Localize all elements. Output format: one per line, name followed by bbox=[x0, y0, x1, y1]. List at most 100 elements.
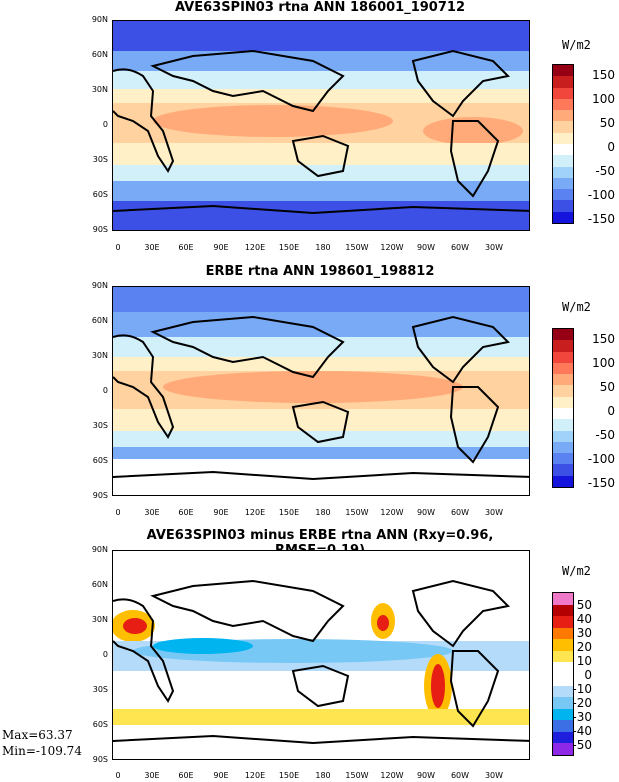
colorbar-swatch bbox=[553, 407, 573, 420]
colorbar-swatch bbox=[553, 441, 573, 454]
colorbar-swatch bbox=[553, 639, 573, 651]
p3-lon-60e: 60E bbox=[178, 771, 194, 780]
colorbar-swatch bbox=[553, 708, 573, 721]
colorbar-swatch bbox=[553, 419, 573, 431]
p2-lat-0: 0 bbox=[102, 386, 108, 395]
p2-lon-180: 180 bbox=[315, 508, 331, 517]
colorbar-swatch bbox=[553, 616, 573, 628]
p2-lat-60n: 60N bbox=[91, 316, 108, 325]
colorbar-swatch bbox=[553, 464, 573, 476]
p2-lon-90e: 90E bbox=[213, 508, 229, 517]
p1-lon-120w: 120W bbox=[380, 243, 404, 252]
p3-cb-label: -40 bbox=[572, 724, 592, 738]
p1-cb-label: -50 bbox=[595, 164, 615, 178]
p2-lat-60s: 60S bbox=[92, 456, 108, 465]
p3-cb-label: 40 bbox=[576, 612, 592, 626]
p3-lon-30e: 30E bbox=[144, 771, 160, 780]
colorbar-swatch bbox=[553, 697, 573, 709]
p1-cb-label: 150 bbox=[592, 68, 615, 82]
p1-lon-0: 0 bbox=[115, 243, 121, 252]
colorbar-swatch bbox=[553, 385, 573, 397]
stats-max: Max=63.37 bbox=[2, 728, 73, 742]
colorbar-swatch bbox=[553, 374, 573, 386]
p3-lon-60w: 60W bbox=[450, 771, 470, 780]
p3-lat-30n: 30N bbox=[91, 615, 108, 624]
colorbar-swatch bbox=[553, 189, 573, 201]
p2-colorbar-units: W/m2 bbox=[562, 300, 591, 314]
p1-lon-120e: 120E bbox=[244, 243, 266, 252]
p3-cb-label: 30 bbox=[576, 626, 592, 640]
p3-lon-150e: 150E bbox=[278, 771, 300, 780]
p3-lat-0: 0 bbox=[102, 650, 108, 659]
colorbar-swatch bbox=[553, 98, 573, 111]
p3-lon-30w: 30W bbox=[484, 771, 504, 780]
colorbar-swatch bbox=[553, 132, 573, 144]
p1-cb-label: -100 bbox=[587, 188, 615, 202]
p2-cb-label: -150 bbox=[587, 476, 615, 490]
p1-lon-150w: 150W bbox=[345, 243, 369, 252]
colorbar-swatch bbox=[553, 110, 573, 122]
colorbar-swatch bbox=[553, 453, 573, 465]
p1-colorbar-units: W/m2 bbox=[562, 38, 591, 52]
p1-lat-0: 0 bbox=[102, 120, 108, 129]
p1-cb-label: 0 bbox=[607, 140, 615, 154]
colorbar-swatch bbox=[553, 200, 573, 212]
colorbar-swatch bbox=[553, 340, 573, 352]
colorbar-swatch bbox=[553, 673, 573, 686]
p1-lon-30w: 30W bbox=[484, 243, 504, 252]
colorbar-swatch bbox=[553, 166, 573, 178]
colorbar-swatch bbox=[553, 430, 573, 442]
p2-colorbar bbox=[552, 328, 574, 488]
p3-cb-label: 0 bbox=[584, 668, 592, 682]
p2-lon-30e: 30E bbox=[144, 508, 160, 517]
p3-cb-label: -10 bbox=[572, 682, 592, 696]
p2-cb-label: 50 bbox=[599, 380, 615, 394]
p3-cb-label: -30 bbox=[572, 710, 592, 724]
colorbar-swatch bbox=[553, 685, 573, 698]
colorbar-swatch bbox=[553, 155, 573, 167]
p3-lat-90n: 90N bbox=[91, 545, 108, 554]
colorbar-swatch bbox=[553, 329, 573, 341]
p1-cb-label: 100 bbox=[592, 92, 615, 106]
p2-cb-label: -50 bbox=[595, 428, 615, 442]
panel-1-map bbox=[112, 20, 530, 231]
colorbar-swatch bbox=[553, 396, 573, 408]
p2-lon-120e: 120E bbox=[244, 508, 266, 517]
panel-2-map bbox=[112, 286, 530, 496]
p2-lon-0: 0 bbox=[115, 508, 121, 517]
p1-lat-90s: 90S bbox=[92, 225, 108, 234]
p2-cb-label: -100 bbox=[587, 452, 615, 466]
panel-1-field bbox=[113, 21, 529, 230]
colorbar-swatch bbox=[553, 65, 573, 77]
p1-cb-label: 50 bbox=[599, 116, 615, 130]
p1-lat-60s: 60S bbox=[92, 190, 108, 199]
p1-lon-150e: 150E bbox=[278, 243, 300, 252]
p2-lat-30n: 30N bbox=[91, 351, 108, 360]
p3-lon-90e: 90E bbox=[213, 771, 229, 780]
colorbar-swatch bbox=[553, 76, 573, 88]
colorbar-swatch bbox=[553, 743, 573, 755]
p1-cb-label: -150 bbox=[587, 212, 615, 226]
stats-min: Min=-109.74 bbox=[2, 744, 82, 758]
p2-lon-30w: 30W bbox=[484, 508, 504, 517]
colorbar-swatch bbox=[553, 211, 573, 223]
p2-lon-120w: 120W bbox=[380, 508, 404, 517]
p1-lon-90e: 90E bbox=[213, 243, 229, 252]
colorbar-swatch bbox=[553, 177, 573, 190]
panel-2-title: ERBE rtna ANN 198601_198812 bbox=[205, 264, 435, 279]
p2-lon-60e: 60E bbox=[178, 508, 194, 517]
p1-lon-60e: 60E bbox=[178, 243, 194, 252]
p3-lat-60n: 60N bbox=[91, 580, 108, 589]
p2-lat-90n: 90N bbox=[91, 281, 108, 290]
colorbar-swatch bbox=[553, 143, 573, 156]
colorbar-swatch bbox=[553, 362, 573, 375]
p2-lon-150e: 150E bbox=[278, 508, 300, 517]
p1-lon-30e: 30E bbox=[144, 243, 160, 252]
p3-cb-label: 50 bbox=[576, 598, 592, 612]
p1-lat-30s: 30S bbox=[92, 155, 108, 164]
p2-lon-90w: 90W bbox=[416, 508, 436, 517]
panel-1-title: AVE63SPIN03 rtna ANN 186001_190712 bbox=[174, 0, 465, 15]
colorbar-swatch bbox=[553, 731, 573, 744]
p1-lon-90w: 90W bbox=[416, 243, 436, 252]
p1-lon-60w: 60W bbox=[450, 243, 470, 252]
